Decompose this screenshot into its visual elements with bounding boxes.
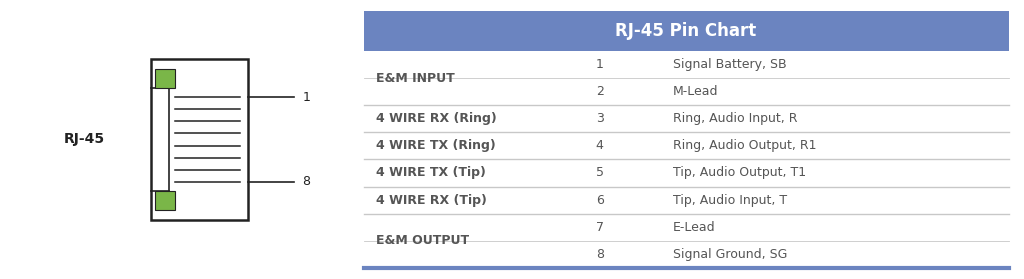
Text: 1: 1 xyxy=(303,91,310,104)
Text: 4 WIRE TX (Ring): 4 WIRE TX (Ring) xyxy=(376,139,496,152)
Bar xyxy=(364,51,1009,268)
Text: M-Lead: M-Lead xyxy=(673,85,719,98)
Text: E&M OUTPUT: E&M OUTPUT xyxy=(376,234,469,247)
Text: Ring, Audio Input, R: Ring, Audio Input, R xyxy=(673,112,798,125)
Text: Ring, Audio Output, R1: Ring, Audio Output, R1 xyxy=(673,139,817,152)
Text: E-Lead: E-Lead xyxy=(673,221,716,234)
Text: 2: 2 xyxy=(596,85,603,98)
Bar xyxy=(152,59,249,220)
Bar xyxy=(364,11,1009,51)
Text: RJ-45: RJ-45 xyxy=(63,133,105,146)
Text: Signal Battery, SB: Signal Battery, SB xyxy=(673,58,786,71)
Text: 1: 1 xyxy=(596,58,603,71)
Text: 4 WIRE RX (Tip): 4 WIRE RX (Tip) xyxy=(376,194,486,206)
Text: Tip, Audio Input, T: Tip, Audio Input, T xyxy=(673,194,787,206)
Text: 8: 8 xyxy=(596,248,604,261)
Text: 5: 5 xyxy=(596,167,604,179)
Text: 8: 8 xyxy=(303,175,310,188)
Text: Signal Ground, SG: Signal Ground, SG xyxy=(673,248,787,261)
Text: RJ-45 Pin Chart: RJ-45 Pin Chart xyxy=(615,22,757,40)
Text: E&M INPUT: E&M INPUT xyxy=(376,71,455,85)
Text: 4 WIRE TX (Tip): 4 WIRE TX (Tip) xyxy=(376,167,485,179)
Text: 3: 3 xyxy=(596,112,603,125)
Text: 4: 4 xyxy=(596,139,603,152)
Text: 7: 7 xyxy=(596,221,604,234)
Text: Tip, Audio Output, T1: Tip, Audio Output, T1 xyxy=(673,167,806,179)
Text: 6: 6 xyxy=(596,194,603,206)
Text: 4 WIRE RX (Ring): 4 WIRE RX (Ring) xyxy=(376,112,497,125)
Bar xyxy=(156,191,175,210)
Bar xyxy=(156,69,175,88)
